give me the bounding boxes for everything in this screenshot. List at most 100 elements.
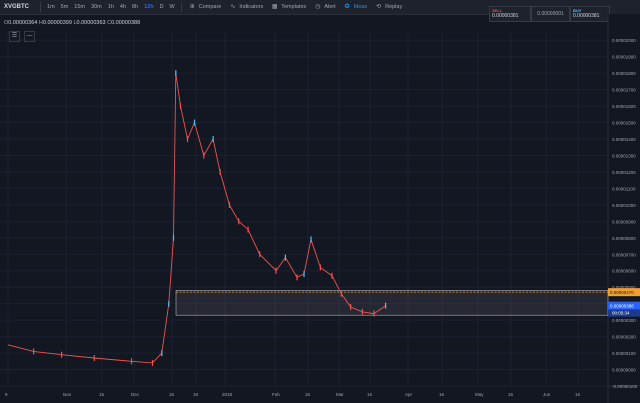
indicator-settings-icon[interactable]: ☰	[9, 31, 20, 42]
x-tick-label: 9	[5, 392, 8, 397]
y-tick-label: 0.00001200	[612, 170, 636, 175]
replay-button[interactable]: ⟲ Replay	[371, 4, 406, 11]
y-tick-label: 0.00000000	[612, 368, 636, 373]
y-tick-label: 0.00001000	[612, 203, 636, 208]
x-tick-label: Dec	[131, 392, 140, 397]
indicators-label: Indicators	[239, 4, 264, 10]
y-tick-label: 0.00001100	[612, 186, 636, 191]
collapse-icon[interactable]: —	[24, 31, 35, 42]
spread-display: 0.00000001	[531, 6, 570, 22]
x-tick-label: 15	[99, 392, 105, 397]
price-line-down	[7, 73, 386, 364]
x-tick-label: 15	[575, 392, 581, 397]
price-scale	[608, 14, 640, 403]
y-tick-label: 0.00000700	[612, 252, 636, 257]
low-value: 0.00000363	[76, 20, 106, 26]
y-tick-label: 0.00000800	[612, 236, 636, 241]
y-tick-label: 0.00001800	[612, 71, 636, 76]
plus-circle-icon: ⊕	[189, 3, 195, 10]
x-tick-label: May	[475, 392, 484, 397]
timeframe-W[interactable]: W	[169, 4, 175, 10]
y-tick-label: 0.00001600	[612, 104, 636, 109]
timeframe-D[interactable]: D	[159, 4, 164, 10]
countdown-badge	[608, 309, 640, 317]
timeframe-8h[interactable]: 8h	[131, 4, 139, 10]
last-price-label: 0.00000388	[610, 304, 634, 309]
x-tick-label: 18	[193, 392, 199, 397]
y-tick-label: -0.00000100	[612, 384, 638, 389]
spread-value: 0.00000001	[537, 11, 564, 17]
ideas-button[interactable]: ✪ Ideas	[340, 4, 371, 11]
indicators-button[interactable]: ∿ Indicators	[225, 4, 267, 11]
y-tick-label: 0.00001400	[612, 137, 636, 142]
y-tick-label: 0.00000900	[612, 219, 636, 224]
high-key: H	[38, 20, 43, 26]
x-tick-label: 15	[367, 392, 373, 397]
ideas-label: Ideas	[353, 4, 368, 10]
x-tick-label: Mar	[336, 392, 344, 397]
high-value: 0.00000399	[42, 20, 72, 26]
x-tick-label: 15	[508, 392, 514, 397]
close-value: 0.00000388	[111, 20, 141, 26]
divider	[40, 2, 42, 12]
timeframe-1h[interactable]: 1h	[107, 4, 114, 10]
replay-label: Replay	[385, 4, 403, 10]
y-tick-label: 0.00001500	[612, 121, 636, 126]
lightbulb-icon: ✪	[344, 3, 350, 10]
timeframe-15m[interactable]: 15m	[74, 4, 85, 10]
x-tick-label: Apr	[405, 392, 413, 397]
divider	[180, 2, 182, 12]
resistance-price-label: 0.00000470	[610, 290, 634, 295]
x-tick-label: 2018	[222, 392, 233, 397]
timeframe-30m[interactable]: 30m	[91, 4, 102, 10]
y-tick-label: 0.00000100	[612, 351, 636, 356]
x-tick-label: Feb	[272, 392, 280, 397]
x-tick-label: 16	[439, 392, 445, 397]
alert-label: Alert	[324, 4, 336, 10]
templates-button[interactable]: ▦ Templates	[267, 4, 310, 11]
indicators-icon: ∿	[230, 3, 236, 10]
last-price-badge	[608, 301, 640, 310]
timeframe-4h[interactable]: 4h	[119, 4, 126, 10]
y-tick-label: 0.00002000	[612, 38, 636, 43]
buy-price: 0.00000381	[573, 13, 600, 19]
countdown-label: 00:05:34	[612, 311, 630, 316]
x-tick-label: 15	[169, 392, 175, 397]
x-tick-label: Nov	[63, 392, 72, 397]
y-tick-label: 0.00001700	[612, 88, 636, 93]
open-value: 0.00000364	[8, 20, 38, 26]
sell-price: 0.00000381	[492, 13, 519, 19]
timeframe-5m[interactable]: 5m	[60, 4, 69, 10]
buy-button[interactable]: BUY 0.00000381	[570, 6, 610, 22]
timeframe-1m[interactable]: 1m	[47, 4, 55, 10]
y-tick-label: 0.00000500	[612, 285, 636, 290]
top-toolbar: XVGBTC 1m 5m 15m 30m 1h 4h 8h 12h D W ⊕ Compare ∿ I…	[0, 0, 640, 15]
y-tick-label: 0.00001300	[612, 153, 636, 158]
y-tick-label: 0.00000600	[612, 269, 636, 274]
x-tick-label: 15	[305, 392, 311, 397]
sell-button[interactable]: SELL 0.00000381	[489, 6, 531, 22]
x-tick-label: Jun	[543, 392, 551, 397]
timeframe-selector: 1m 5m 15m 30m 1h 4h 8h 12h D W	[44, 4, 178, 10]
templates-icon: ▦	[271, 3, 278, 10]
ohlc-legend: O0.00000364 H0.00000399 L0.00000363 C0.0…	[4, 20, 140, 26]
resistance-badge	[608, 288, 640, 297]
low-key: L	[73, 20, 77, 26]
y-tick-label: 0.00000200	[612, 335, 636, 340]
timeframe-12h[interactable]: 12h	[144, 4, 154, 10]
y-tick-label: 0.00001900	[612, 55, 636, 60]
templates-label: Templates	[281, 4, 307, 10]
open-key: O	[4, 20, 9, 26]
symbol-label[interactable]: XVGBTC	[4, 4, 30, 10]
support-zone-box	[175, 290, 609, 316]
replay-icon: ⟲	[376, 3, 382, 10]
compare-button[interactable]: ⊕ Compare	[185, 4, 226, 11]
price-chart[interactable]: 0.00002000 0.00001900 0.00001800 0.00001700…	[0, 14, 640, 403]
compare-label: Compare	[198, 4, 222, 10]
alert-button[interactable]: ◷ Alert	[310, 4, 339, 11]
alarm-clock-icon: ◷	[315, 3, 321, 10]
buy-label: BUY	[573, 8, 582, 13]
close-key: C	[107, 20, 112, 26]
sell-label: SELL	[492, 8, 503, 13]
y-tick-label: 0.00000300	[612, 318, 636, 323]
